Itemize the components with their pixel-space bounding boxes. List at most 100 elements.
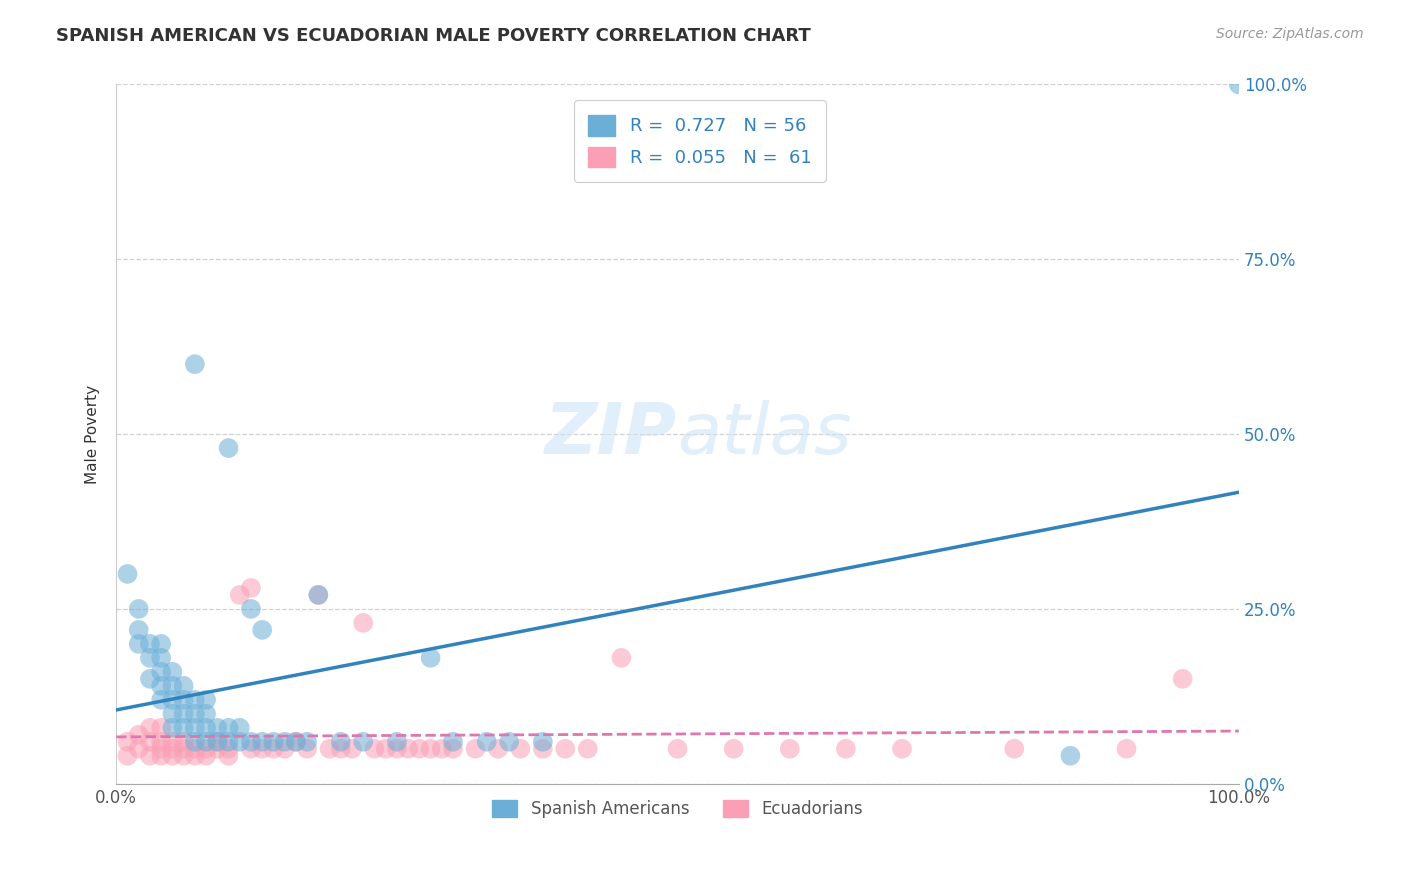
Point (475, 735, 498, 749)
Point (295, 735, 318, 749)
Legend: Spanish Americans, Ecuadorians: Spanish Americans, Ecuadorians (485, 793, 869, 824)
Point (329, 741, 352, 756)
Text: Source: ZipAtlas.com: Source: ZipAtlas.com (1216, 27, 1364, 41)
Point (162, 741, 184, 756)
Point (184, 721, 207, 735)
Point (207, 721, 229, 735)
Point (666, 741, 689, 756)
Point (128, 637, 150, 651)
Point (128, 728, 150, 742)
Point (150, 679, 173, 693)
Point (531, 741, 554, 756)
Point (891, 741, 914, 756)
Point (139, 735, 162, 749)
Point (150, 721, 173, 735)
Point (184, 706, 207, 721)
Point (207, 741, 229, 756)
Text: SPANISH AMERICAN VS ECUADORIAN MALE POVERTY CORRELATION CHART: SPANISH AMERICAN VS ECUADORIAN MALE POVE… (56, 27, 811, 45)
Point (195, 693, 218, 707)
Y-axis label: Male Poverty: Male Poverty (86, 384, 100, 483)
Point (1227, 78, 1250, 92)
Point (262, 741, 284, 756)
Point (229, 721, 252, 735)
Point (240, 735, 263, 749)
Point (441, 741, 464, 756)
Point (385, 741, 408, 756)
Point (139, 651, 162, 665)
Point (240, 581, 263, 595)
Point (340, 741, 363, 756)
Point (195, 735, 218, 749)
Point (117, 566, 139, 581)
Point (250, 741, 273, 756)
Point (162, 721, 184, 735)
Point (498, 735, 520, 749)
Point (835, 741, 858, 756)
Point (1171, 672, 1194, 686)
Point (195, 721, 218, 735)
Point (250, 623, 273, 637)
Point (150, 665, 173, 679)
Point (184, 357, 207, 371)
Point (531, 735, 554, 749)
Point (184, 741, 207, 756)
Point (184, 693, 207, 707)
Point (162, 693, 184, 707)
Point (408, 741, 430, 756)
Point (128, 602, 150, 616)
Point (150, 735, 173, 749)
Point (173, 721, 195, 735)
Point (218, 735, 240, 749)
Point (385, 735, 408, 749)
Point (363, 741, 385, 756)
Point (1002, 741, 1025, 756)
Point (218, 741, 240, 756)
Point (150, 651, 173, 665)
Point (250, 735, 273, 749)
Point (195, 706, 218, 721)
Point (419, 651, 441, 665)
Point (1059, 748, 1081, 763)
Point (329, 735, 352, 749)
Point (419, 741, 441, 756)
Point (554, 741, 576, 756)
Point (128, 623, 150, 637)
Point (128, 741, 150, 756)
Point (139, 637, 162, 651)
Point (150, 741, 173, 756)
Point (723, 741, 745, 756)
Point (139, 748, 162, 763)
Point (173, 741, 195, 756)
Point (162, 748, 184, 763)
Point (162, 706, 184, 721)
Point (374, 741, 396, 756)
Point (229, 588, 252, 602)
Point (464, 741, 486, 756)
Point (240, 741, 263, 756)
Point (218, 441, 240, 455)
Point (195, 741, 218, 756)
Point (162, 735, 184, 749)
Point (139, 721, 162, 735)
Point (441, 735, 464, 749)
Point (352, 735, 374, 749)
Point (273, 735, 295, 749)
Point (162, 665, 184, 679)
Point (207, 735, 229, 749)
Point (610, 651, 633, 665)
Point (173, 735, 195, 749)
Text: atlas: atlas (678, 400, 852, 468)
Point (486, 741, 509, 756)
Point (295, 741, 318, 756)
Point (218, 721, 240, 735)
Point (1115, 741, 1137, 756)
Point (352, 615, 374, 630)
Point (173, 679, 195, 693)
Point (173, 706, 195, 721)
Text: ZIP: ZIP (546, 400, 678, 468)
Point (207, 735, 229, 749)
Point (240, 602, 263, 616)
Point (576, 741, 599, 756)
Point (195, 748, 218, 763)
Point (139, 672, 162, 686)
